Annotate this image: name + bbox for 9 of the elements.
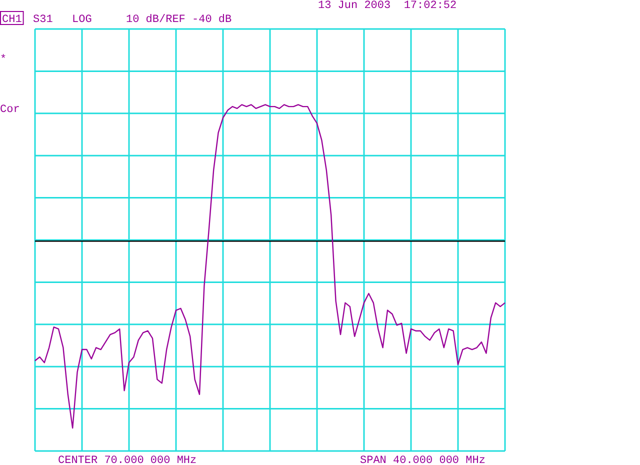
text: CH1	[2, 14, 22, 26]
text: CENTER 70.000 000 MHz	[58, 455, 197, 465]
text: Cor	[0, 104, 20, 116]
text: 13 Jun 2003 17:02:52	[318, 0, 457, 12]
text: *	[0, 54, 7, 66]
text: S31	[33, 14, 54, 26]
text: LOG	[72, 14, 92, 26]
text: SPAN 40.000 000 MHz	[360, 455, 486, 465]
text: 10 dB/REF -40 dB	[126, 14, 232, 26]
